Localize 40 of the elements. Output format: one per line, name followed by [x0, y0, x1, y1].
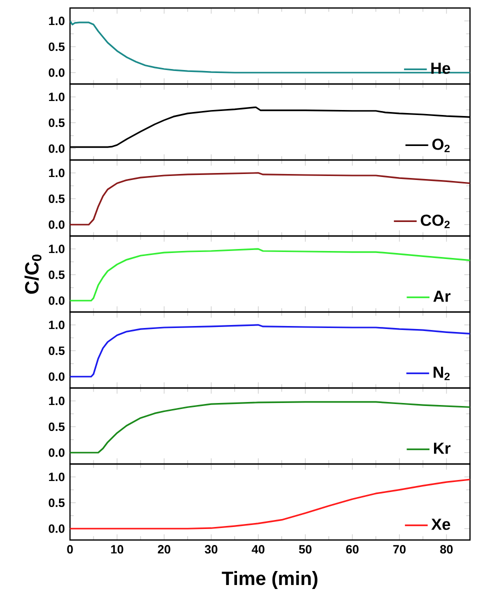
y-tick-label: 1.0: [49, 16, 64, 26]
y-tick-label: 0.5: [48, 498, 65, 508]
y-tick-label: 0.0: [48, 448, 64, 457]
y-axis-title: C/C$_{0}$: [24, 254, 42, 294]
x-tick-label: 60: [346, 545, 359, 554]
y-tick-label: 0.5: [48, 118, 65, 128]
legend-label: CO$_{2}$: [420, 214, 450, 228]
y-tick-label: 0.5: [48, 194, 65, 204]
y-tick-label: 0.5: [48, 346, 65, 356]
legend-label: Kr: [434, 442, 450, 454]
x-tick-label: 0: [67, 545, 73, 554]
legend-label: O$_{2}$: [432, 138, 450, 152]
y-tick-label: 0.0: [48, 68, 64, 77]
y-tick-label: 1.0: [49, 320, 64, 330]
legend-label: Ar: [433, 290, 450, 302]
x-tick-label: 80: [440, 545, 453, 554]
y-tick-label: 0.0: [48, 372, 64, 381]
x-axis-title: Time (min): [222, 571, 318, 589]
x-tick-label: 70: [393, 545, 406, 554]
x-tick-label: 50: [298, 545, 312, 554]
y-tick-label: 0.0: [48, 220, 64, 229]
legend-label: He: [431, 62, 450, 74]
x-tick-label: 20: [158, 545, 170, 554]
y-tick-label: 1.0: [49, 92, 64, 102]
legend-label: N$_{2}$: [434, 366, 450, 380]
x-tick-label: 40: [252, 545, 264, 554]
line-series: [70, 478, 470, 530]
y-tick-label: 0.5: [48, 270, 65, 280]
y-tick-label: 1.0: [49, 472, 64, 482]
y-tick-label: 1.0: [49, 168, 64, 178]
y-tick-label: 0.5: [48, 42, 65, 52]
y-tick-label: 1.0: [49, 244, 64, 254]
x-tick-label: 10: [111, 545, 124, 554]
y-tick-label: 0.0: [48, 524, 64, 533]
y-tick-label: 0.0: [48, 144, 64, 153]
legend-label: Xe: [431, 518, 450, 530]
y-tick-label: 0.0: [48, 296, 64, 305]
x-tick-label: 30: [204, 545, 218, 554]
y-tick-label: 0.5: [48, 422, 65, 432]
y-tick-label: 1.0: [49, 396, 64, 406]
